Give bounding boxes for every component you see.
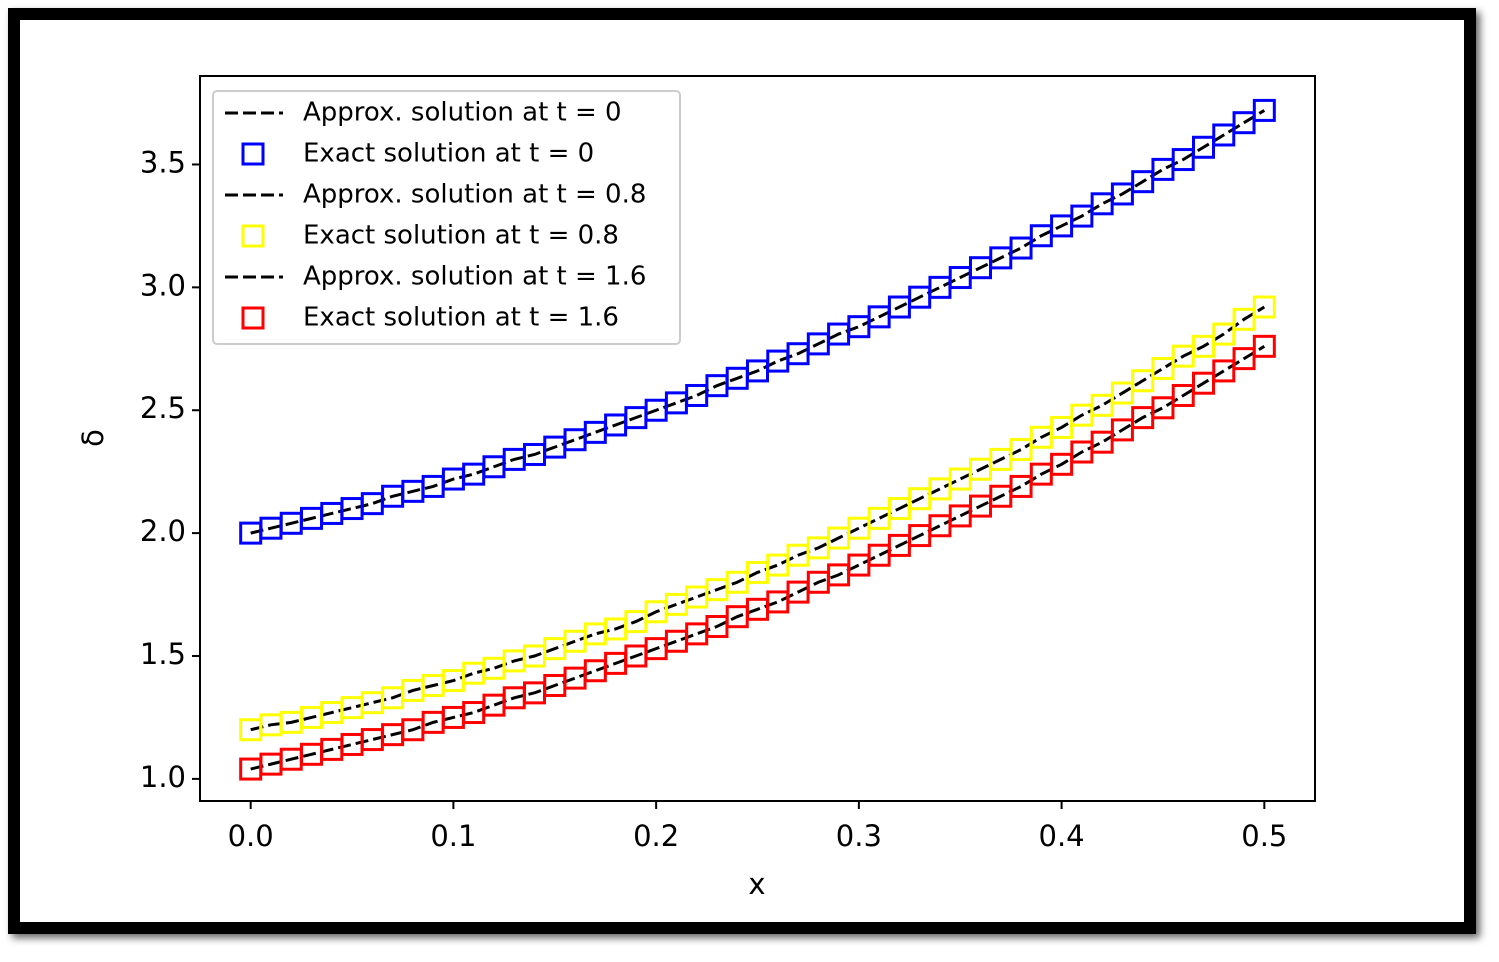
legend-label: Approx. solution at t = 0	[303, 98, 622, 128]
x-axis-label: x	[748, 867, 765, 901]
exact-marker	[1151, 356, 1175, 380]
y-tick-label: 1.5	[140, 637, 186, 671]
approx-line	[250, 345, 1266, 771]
exact-marker	[1090, 430, 1114, 454]
x-tick-label: 0.2	[633, 819, 679, 853]
exact-marker	[1252, 295, 1276, 319]
y-tick-label: 2.5	[140, 391, 186, 425]
exact-marker	[1232, 347, 1256, 371]
x-tick-label: 0.5	[1241, 819, 1287, 853]
x-tick-label: 0.4	[1039, 819, 1085, 853]
exact-marker	[1232, 307, 1256, 331]
exact-marker	[1050, 452, 1074, 476]
exact-marker	[1009, 236, 1033, 260]
y-tick-label: 3.5	[140, 145, 186, 179]
exact-marker	[1090, 393, 1114, 417]
exact-marker	[1110, 418, 1134, 442]
legend-box	[212, 90, 681, 345]
legend-swatch	[241, 142, 265, 166]
exact-marker	[1192, 334, 1215, 358]
exact-marker	[1131, 369, 1155, 393]
exact-marker	[1212, 123, 1236, 147]
legend-label: Exact solution at t = 0	[303, 139, 594, 169]
exact-marker	[1050, 415, 1074, 439]
exact-marker	[1212, 359, 1236, 383]
exact-marker	[1171, 383, 1195, 407]
exact-marker	[1232, 111, 1256, 135]
y-tick-label: 2.0	[140, 514, 186, 548]
exact-marker	[1192, 135, 1215, 159]
x-tick-label: 0.3	[836, 819, 882, 853]
legend-label: Approx. solution at t = 1.6	[303, 262, 646, 292]
legend-label: Exact solution at t = 1.6	[303, 303, 619, 333]
x-tick-label: 0.0	[228, 819, 274, 853]
exact-marker	[1009, 438, 1033, 462]
exact-marker	[1171, 148, 1195, 172]
exact-marker	[1131, 170, 1155, 194]
exact-marker	[1110, 182, 1134, 206]
approx-line	[250, 109, 1266, 535]
y-tick-label: 1.0	[140, 760, 186, 794]
exact-marker	[1070, 204, 1094, 228]
exact-marker	[1192, 371, 1215, 395]
exact-marker	[1252, 334, 1276, 358]
legend-label: Exact solution at t = 0.8	[303, 221, 619, 251]
exact-marker	[1151, 396, 1175, 420]
exact-marker	[1009, 474, 1033, 498]
y-tick-label: 3.0	[140, 268, 186, 302]
legend-swatch	[241, 306, 265, 330]
exact-marker	[1212, 322, 1236, 346]
exact-marker	[1252, 98, 1276, 122]
exact-marker	[1110, 381, 1134, 405]
plot-area	[199, 75, 1316, 802]
legend-swatch	[241, 224, 265, 248]
legend-label: Approx. solution at t = 0.8	[303, 180, 646, 210]
x-tick-label: 0.1	[430, 819, 476, 853]
y-axis-label: δ	[76, 429, 110, 447]
approx-line	[250, 305, 1266, 732]
